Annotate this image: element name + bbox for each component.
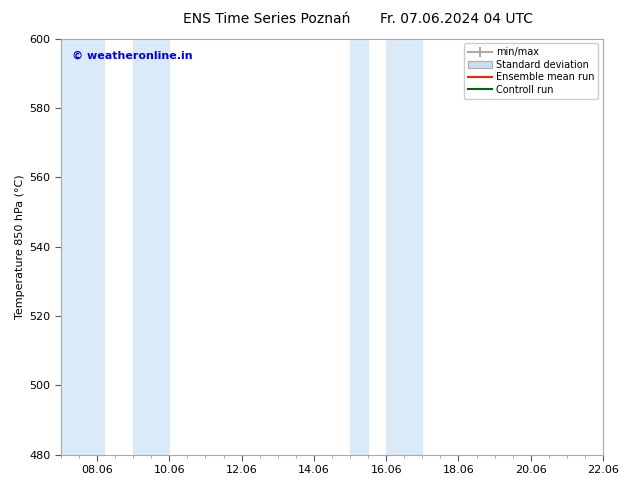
Legend: min/max, Standard deviation, Ensemble mean run, Controll run: min/max, Standard deviation, Ensemble me… — [463, 44, 598, 98]
Y-axis label: Temperature 850 hPa (°C): Temperature 850 hPa (°C) — [15, 174, 25, 319]
Text: Fr. 07.06.2024 04 UTC: Fr. 07.06.2024 04 UTC — [380, 12, 533, 26]
Bar — [61, 39, 104, 455]
Bar — [603, 39, 621, 455]
Text: ENS Time Series Poznań: ENS Time Series Poznań — [183, 12, 350, 26]
Bar — [133, 39, 169, 455]
Text: © weatheronline.in: © weatheronline.in — [72, 51, 192, 61]
Bar — [386, 39, 422, 455]
Bar — [350, 39, 368, 455]
